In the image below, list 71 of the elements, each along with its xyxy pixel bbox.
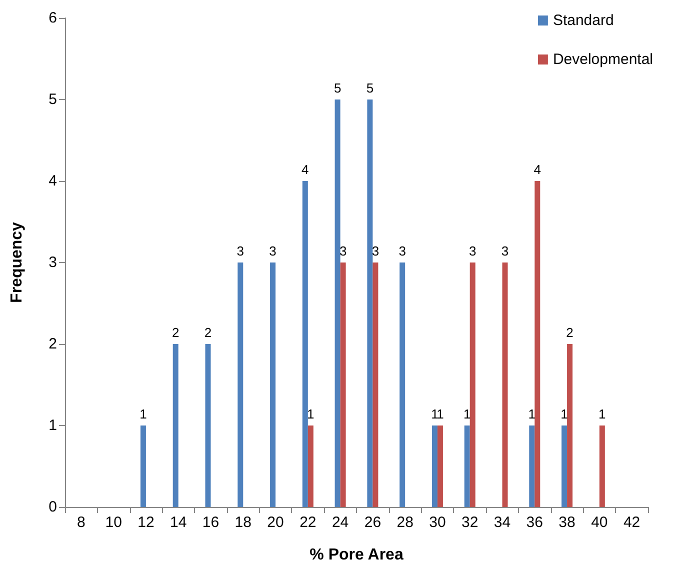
y-tick-label: 1 (48, 417, 57, 434)
x-tick-label: 16 (202, 514, 220, 531)
data-label: 3 (236, 244, 244, 258)
x-tick-label: 36 (526, 514, 543, 531)
bar (334, 100, 340, 507)
bar (340, 262, 346, 507)
bar (205, 344, 211, 507)
bar (302, 181, 308, 507)
bar (400, 262, 406, 507)
x-tick-label: 10 (105, 514, 122, 531)
bar (562, 426, 568, 507)
x-tick-label: 34 (494, 514, 511, 531)
legend-label: Developmental (552, 51, 654, 68)
bar (270, 262, 276, 507)
bar (372, 262, 378, 507)
x-tick-label: 22 (300, 514, 316, 531)
data-label: 3 (398, 244, 406, 258)
x-tick-label: 30 (429, 514, 446, 531)
bar (464, 426, 470, 507)
data-label: 3 (269, 244, 276, 258)
data-label: 3 (339, 244, 347, 258)
x-axis-title: % Pore Area (310, 546, 404, 564)
bar (567, 344, 573, 507)
data-label: 4 (302, 162, 309, 177)
data-label: 2 (566, 325, 574, 340)
x-tick-label: 8 (77, 514, 86, 531)
y-tick-label: 2 (48, 336, 57, 352)
legend-label: Standard (552, 12, 614, 29)
x-tick-label: 18 (234, 514, 252, 531)
bar (367, 100, 373, 507)
x-tick-label: 24 (332, 514, 349, 531)
bar (308, 426, 314, 507)
bar (502, 262, 508, 507)
data-label: 1 (436, 406, 444, 422)
data-label: 3 (501, 244, 509, 258)
bar (534, 181, 540, 507)
x-tick-label: 12 (138, 514, 154, 531)
y-tick-label: 5 (48, 91, 57, 108)
y-tick-label: 3 (48, 254, 57, 271)
y-tick-label: 0 (48, 498, 57, 516)
data-label: 1 (528, 406, 536, 422)
data-label: 3 (372, 244, 380, 258)
x-tick-label: 14 (170, 514, 187, 531)
y-axis-title: Frequency (8, 222, 26, 303)
x-tick-label: 26 (364, 514, 382, 531)
bar (599, 426, 605, 507)
y-tick-label: 6 (48, 10, 57, 26)
data-label: 1 (140, 406, 147, 422)
x-tick-label: 20 (267, 514, 284, 531)
bar (432, 426, 438, 507)
x-tick-label: 28 (396, 514, 414, 531)
bar (437, 426, 443, 507)
bar (238, 262, 244, 507)
bar (172, 344, 178, 507)
bar (470, 262, 476, 507)
bar (140, 426, 146, 507)
data-label: 1 (307, 406, 314, 422)
x-tick-label: 38 (558, 514, 576, 531)
x-tick-label: 40 (591, 514, 608, 531)
data-label: 3 (468, 244, 476, 258)
data-label: 1 (431, 406, 438, 422)
bar (529, 426, 535, 507)
data-label: 5 (334, 80, 342, 96)
data-label: 2 (204, 325, 212, 340)
data-label: 2 (172, 325, 180, 340)
data-label: 4 (534, 162, 542, 177)
x-tick-label: 42 (623, 514, 640, 531)
y-tick-label: 4 (48, 172, 57, 190)
data-label: 5 (366, 80, 374, 96)
data-label: 1 (598, 406, 606, 422)
x-tick-label: 32 (462, 514, 478, 531)
